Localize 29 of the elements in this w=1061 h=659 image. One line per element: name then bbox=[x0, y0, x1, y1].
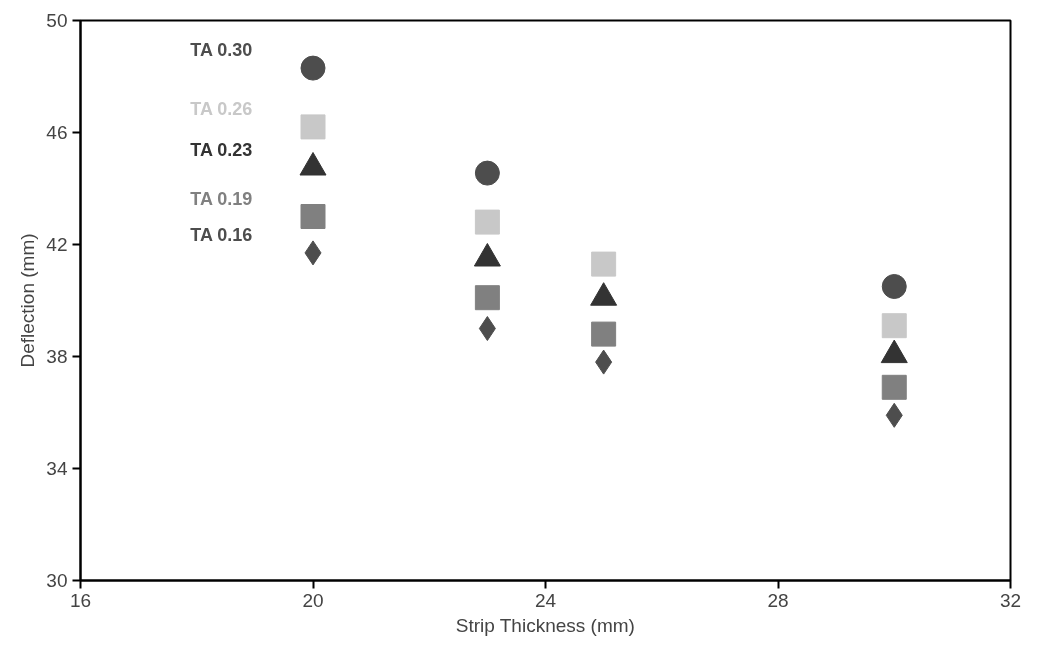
y-tick-label: 42 bbox=[46, 234, 68, 255]
text: TA 0.30 bbox=[190, 40, 253, 61]
x-tick-label: 28 bbox=[767, 589, 789, 611]
point bbox=[478, 316, 496, 341]
point bbox=[300, 204, 326, 229]
point bbox=[591, 321, 617, 347]
y-tick-label: 46 bbox=[46, 122, 68, 143]
text: TA 0.23 bbox=[190, 139, 253, 160]
point bbox=[474, 209, 500, 235]
x-axis-title: Strip Thickness (mm) bbox=[455, 614, 635, 636]
x-tick-label: 20 bbox=[302, 589, 324, 611]
text: TA 0.16 bbox=[190, 224, 253, 245]
point bbox=[881, 274, 907, 299]
point bbox=[881, 374, 907, 400]
point bbox=[474, 285, 500, 311]
y-axis-title: Deflection (mm) bbox=[17, 233, 39, 368]
y-tick-label: 34 bbox=[46, 458, 68, 479]
point bbox=[300, 55, 326, 81]
x-tick-label: 16 bbox=[69, 589, 92, 611]
text: TA 0.19 bbox=[190, 188, 253, 209]
point bbox=[300, 114, 326, 140]
y-tick-label: 50 bbox=[46, 10, 68, 31]
x-tick-label: 24 bbox=[534, 589, 557, 611]
x-tick-label: 32 bbox=[999, 589, 1022, 611]
y-tick-label: 38 bbox=[46, 346, 68, 367]
point bbox=[881, 313, 907, 339]
point bbox=[591, 251, 617, 277]
point bbox=[474, 160, 500, 186]
y-tick-label: 30 bbox=[46, 570, 68, 591]
